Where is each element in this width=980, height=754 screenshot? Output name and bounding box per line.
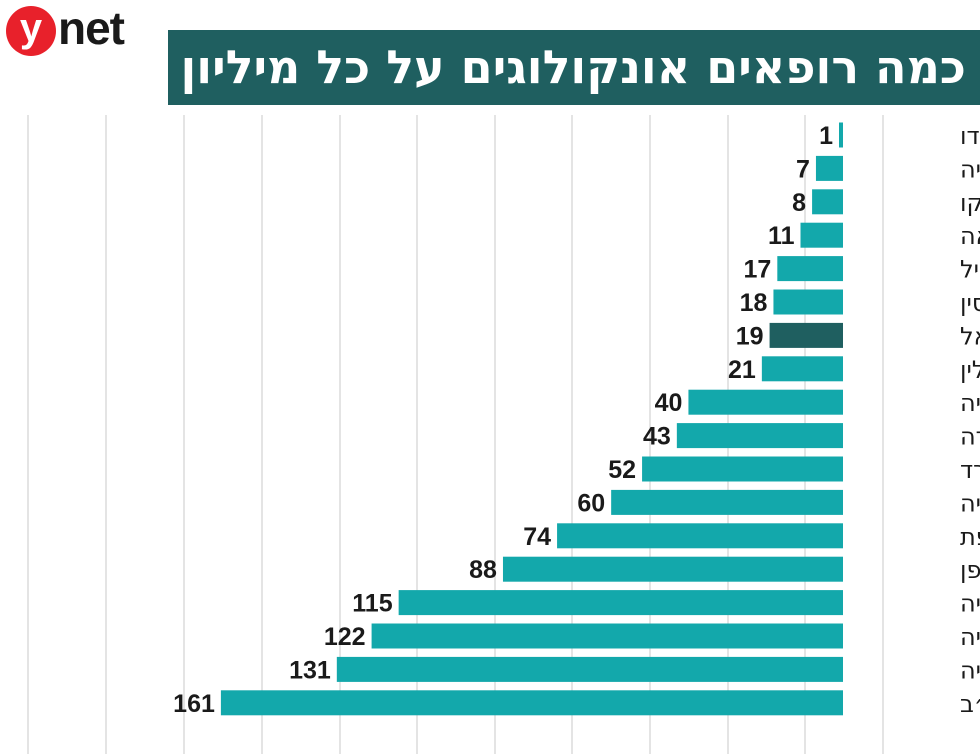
category-label-12: צרפת — [960, 523, 980, 551]
category-label-1: טורקיה — [960, 155, 980, 183]
category-label-7: פולין — [960, 356, 980, 384]
category-label-0: הודו — [960, 122, 980, 150]
bar-7 — [761, 356, 843, 382]
category-label-3: קוריאה — [960, 222, 980, 250]
bar-12 — [557, 523, 843, 549]
value-label-9: 43 — [643, 423, 671, 451]
bar-13 — [502, 556, 843, 582]
bar-17 — [220, 690, 843, 716]
value-label-6: 19 — [736, 322, 764, 350]
category-label-8: רוסיה — [960, 389, 980, 417]
bar-11 — [611, 489, 843, 515]
value-label-15: 122 — [324, 623, 366, 651]
bar-10 — [642, 456, 843, 482]
bar-8 — [688, 389, 843, 415]
value-label-8: 40 — [655, 389, 683, 417]
value-label-1: 7 — [796, 155, 810, 183]
bar-6 — [769, 322, 843, 348]
bar-3 — [800, 222, 843, 248]
value-label-11: 60 — [577, 489, 605, 517]
title-bar: כמה רופאים אונקולוגים על כל מיליון איש? — [56, 30, 980, 105]
category-label-4: ברזיל — [960, 256, 980, 284]
value-label-10: 52 — [608, 456, 636, 484]
value-label-13: 88 — [469, 556, 497, 584]
category-label-13: יפן — [960, 556, 980, 584]
value-label-7: 21 — [728, 356, 756, 384]
value-label-5: 18 — [740, 289, 768, 317]
category-label-5: סין — [960, 289, 980, 317]
chart-title: כמה רופאים אונקולוגים על כל מיליון איש? — [55, 40, 966, 94]
bar-15 — [371, 623, 843, 649]
bar-5 — [773, 289, 843, 315]
category-label-2: מקסיקו — [960, 189, 980, 217]
bar-4 — [777, 256, 843, 282]
bar-14 — [398, 590, 843, 616]
category-label-6: ישראל — [960, 322, 980, 350]
value-label-0: 1 — [819, 122, 833, 150]
value-label-17: 161 — [173, 690, 215, 718]
logo-initial: y — [6, 6, 56, 56]
category-label-9: קנדה — [960, 423, 980, 451]
category-label-15: איטליה — [960, 623, 980, 651]
bar-1 — [815, 155, 843, 181]
category-label-17: ארה״ב — [960, 690, 980, 718]
category-label-10: ספרד — [960, 456, 980, 484]
ynet-logo: y net — [6, 2, 136, 56]
category-label-16: בריטניה — [960, 656, 980, 684]
value-label-16: 131 — [289, 656, 331, 684]
bar-9 — [676, 423, 843, 449]
category-label-14: גרמניה — [960, 590, 980, 618]
bar-2 — [812, 189, 843, 215]
bar-0 — [839, 122, 843, 148]
value-label-14: 115 — [352, 590, 392, 618]
value-label-2: 8 — [792, 189, 806, 217]
value-label-4: 17 — [743, 256, 771, 284]
bar-16 — [336, 656, 843, 682]
value-label-3: 11 — [768, 222, 795, 250]
category-label-11: אוסטרליה — [960, 489, 980, 517]
value-label-12: 74 — [523, 523, 551, 551]
logo-text: net — [58, 2, 125, 54]
